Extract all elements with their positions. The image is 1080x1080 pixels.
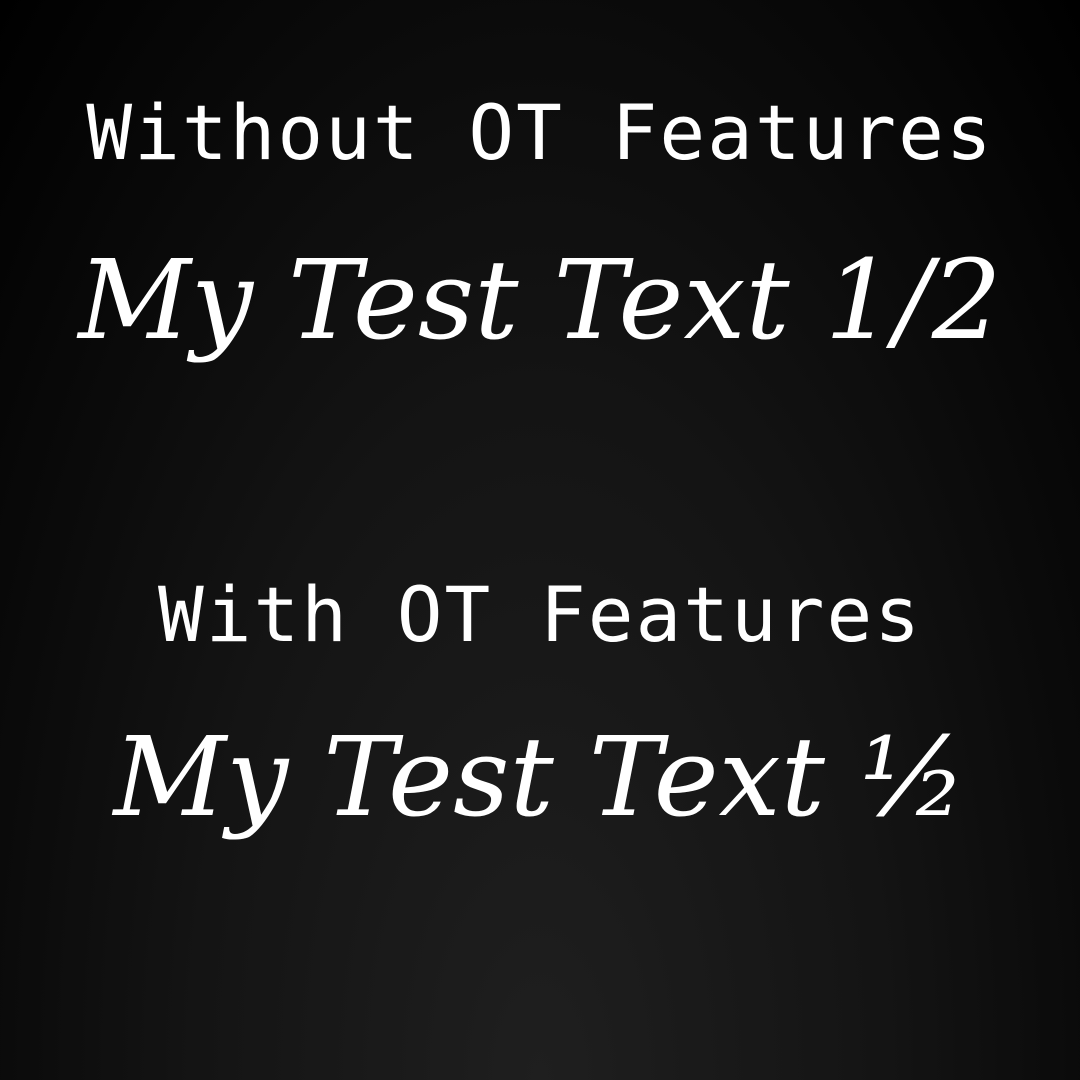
sample-text-with-ot: My Test Text ½ — [113, 713, 967, 841]
heading-with-ot-features: With OT Features — [157, 570, 923, 659]
heading-without-ot-features: Without OT Features — [86, 88, 994, 177]
sample-text-without-ot: My Test Text 1/2 — [78, 236, 1002, 364]
